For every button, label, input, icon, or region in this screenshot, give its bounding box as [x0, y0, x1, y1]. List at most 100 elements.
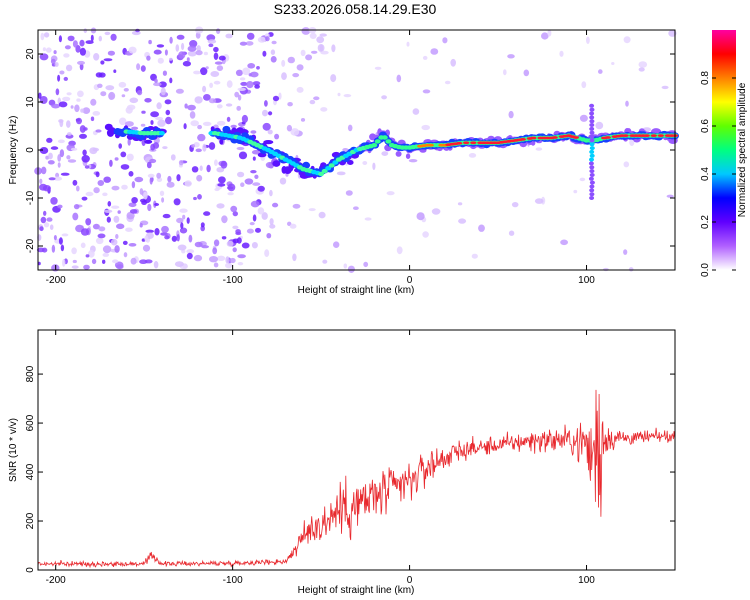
spectrogram-noise-blob — [305, 54, 313, 61]
colorbar-tick-label: 0.8 — [700, 71, 711, 85]
spectrogram-noise-blob — [181, 42, 185, 51]
spectrogram-noise-blob — [128, 243, 137, 247]
spectrogram-noise-blob — [270, 49, 276, 55]
spectrogram-noise-blob — [108, 91, 116, 100]
spectrogram-noise — [34, 26, 677, 273]
spectrogram-ridge-blob — [589, 107, 595, 112]
spectrogram-noise-blob — [581, 81, 587, 89]
spectrogram-ridge-blob — [589, 196, 595, 200]
spectrogram-noise-blob — [85, 218, 92, 226]
spectrogram-noise-blob — [162, 70, 167, 76]
snr-x-tick-label: 100 — [578, 575, 595, 586]
spectrogram-noise-blob — [343, 94, 352, 98]
spectrogram-noise-blob — [161, 197, 165, 203]
spectrogram-noise-blob — [129, 97, 139, 104]
spectrogram-noise-blob — [249, 222, 255, 226]
spectrogram-noise-blob — [121, 184, 128, 190]
spectrogram-noise-blob — [109, 159, 113, 167]
spectrogram-noise-blob — [176, 234, 180, 242]
spectrogram-noise-blob — [503, 69, 507, 76]
spectrogram-x-label: Height of straight line (km) — [298, 285, 415, 296]
spectrogram-noise-blob — [330, 74, 337, 83]
spectrogram-noise-blob — [79, 47, 86, 56]
spectrogram-noise-blob — [179, 227, 188, 234]
spectrogram-noise-blob — [579, 114, 588, 122]
spectrogram-noise-blob — [257, 207, 265, 215]
spectrogram-noise-blob — [638, 67, 645, 72]
spectrogram-noise-blob — [579, 177, 586, 182]
spectrogram-noise-blob — [316, 36, 325, 44]
spectrogram-noise-blob — [145, 229, 154, 233]
spectrogram-noise-blob — [244, 178, 254, 185]
spectrogram-noise-blob — [186, 217, 190, 224]
spectrogram-noise-blob — [51, 103, 60, 109]
spectrogram-noise-blob — [336, 171, 346, 176]
spectrogram-noise-blob — [508, 230, 515, 236]
spectrogram-noise-blob — [226, 240, 234, 247]
snr-x-tick-label: 0 — [407, 575, 413, 586]
spectrogram-noise-blob — [62, 259, 66, 267]
spectrogram-noise-blob — [116, 223, 125, 230]
spectrogram-ridge-blob — [318, 171, 325, 177]
spectrogram-noise-blob — [372, 162, 376, 170]
spectrogram-noise-blob — [364, 217, 372, 221]
spectrogram-noise-blob — [130, 257, 137, 265]
spectrogram-noise-blob — [182, 214, 186, 220]
spectrogram-noise-blob — [114, 245, 120, 253]
spectrogram-noise-blob — [128, 202, 137, 208]
spectrogram-noise-blob — [202, 143, 207, 152]
spectrogram-noise-blob — [169, 36, 173, 44]
spectrogram-ridge-blob — [588, 161, 594, 166]
spectrogram-noise-blob — [90, 116, 95, 122]
spectrogram-noise-blob — [623, 36, 631, 44]
snr-x-ticks: -200 -100 0 100 — [46, 330, 595, 586]
spectrogram-noise-blob — [629, 138, 635, 146]
spectrogram-noise-blob — [39, 147, 49, 154]
spectrogram-noise-blob — [628, 267, 634, 272]
spectrogram-ridge-blob — [589, 130, 595, 135]
spectrogram-noise-blob — [257, 185, 265, 192]
spectrogram-noise-blob — [611, 62, 615, 65]
spectrogram-ridge-blob — [519, 138, 526, 141]
spectrogram-noise-blob — [471, 253, 478, 259]
spectrogram-noise-blob — [195, 50, 203, 56]
spectrogram-noise-blob — [218, 176, 226, 184]
spectrogram-noise-blob — [281, 59, 286, 67]
spectrogram-noise-blob — [142, 244, 151, 252]
spectrogram-noise-blob — [598, 69, 603, 74]
spectrogram-noise-blob — [79, 133, 87, 139]
spectrogram-noise-blob — [134, 176, 144, 183]
colorbar-ticks: 0.0 0.2 0.4 0.6 0.8 — [700, 71, 736, 277]
spectrogram-noise-blob — [236, 105, 241, 111]
spectrogram-noise-blob — [126, 211, 135, 220]
spectrogram-noise-blob — [71, 265, 79, 269]
spectrogram-noise-blob — [217, 255, 226, 261]
spectrogram-noise-blob — [177, 244, 187, 251]
spectrogram-noise-blob — [236, 237, 242, 244]
spectrogram-noise-blob — [72, 179, 78, 186]
spectrogram-noise-blob — [49, 224, 54, 230]
spectrogram-noise-blob — [523, 69, 530, 77]
spectrogram-noise-blob — [119, 117, 127, 126]
spectrogram-noise-blob — [85, 40, 94, 44]
spectrogram-ridge-blob — [650, 134, 657, 138]
spectrogram-noise-blob — [216, 28, 221, 34]
spectrogram-noise-blob — [39, 226, 44, 232]
snr-y-tick-label: 400 — [25, 463, 36, 480]
spectrogram-noise-blob — [102, 252, 110, 257]
spectrogram-ridge-blob — [321, 168, 328, 174]
spectrogram-noise-blob — [337, 92, 341, 97]
spectrogram-noise-blob — [139, 223, 143, 228]
spectrogram-noise-blob — [249, 71, 259, 78]
spectrogram-noise-blob — [95, 237, 104, 245]
spectrogram-ridge-blob — [643, 134, 650, 138]
spectrogram-noise-blob — [165, 116, 172, 125]
spectrogram-noise-blob — [152, 142, 160, 149]
snr-y-tick-label: 200 — [25, 512, 36, 529]
spectrogram-noise-blob — [80, 108, 85, 113]
spectrogram-noise-blob — [225, 262, 233, 269]
spectrogram-noise-blob — [595, 121, 604, 130]
spectrogram-noise-blob — [191, 144, 196, 148]
spectrogram-noise-blob — [279, 177, 287, 185]
